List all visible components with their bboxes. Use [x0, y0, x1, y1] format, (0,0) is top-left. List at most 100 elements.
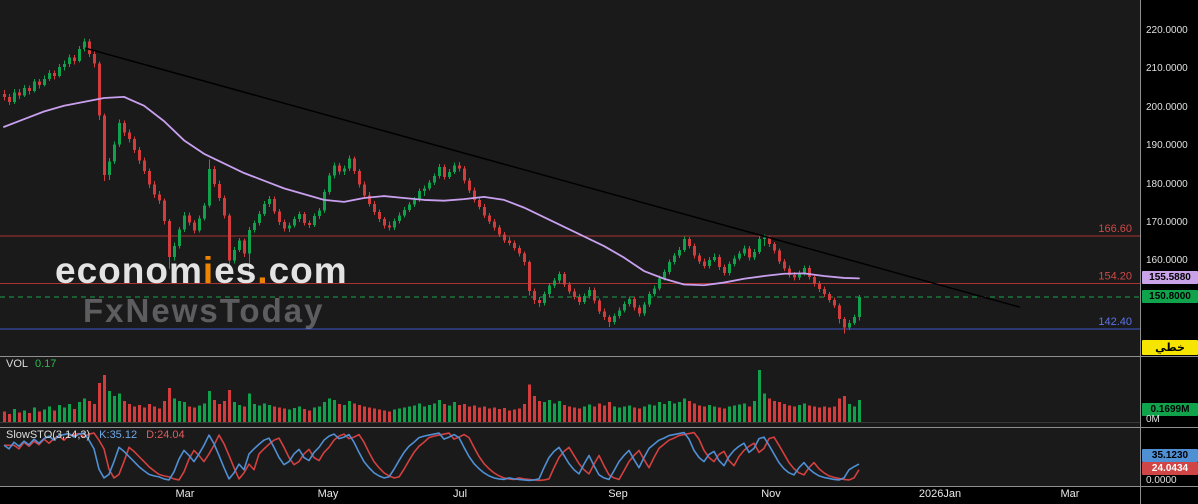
- volume-bar: [93, 403, 96, 422]
- candle-body: [843, 319, 846, 328]
- candle-body: [48, 73, 51, 79]
- moving-average-line[interactable]: [3, 95, 860, 287]
- volume-bar: [578, 408, 581, 422]
- trendline[interactable]: [84, 47, 1021, 308]
- volume-bar: [568, 406, 571, 422]
- volume-bar: [198, 405, 201, 422]
- volume-bar: [838, 398, 841, 422]
- candle-body: [448, 171, 451, 177]
- volume-bar: [238, 404, 241, 422]
- volume-bar: [588, 404, 591, 422]
- candle-body: [483, 206, 486, 216]
- volume-bar: [828, 407, 831, 422]
- volume-bar: [713, 406, 716, 422]
- volume-bar: [58, 404, 61, 422]
- volume-bar: [153, 406, 156, 422]
- volume-bar: [748, 406, 751, 422]
- candle-body: [288, 225, 291, 229]
- volume-bar: [718, 407, 721, 422]
- candle-body: [133, 139, 136, 150]
- panel-separator[interactable]: [0, 427, 1198, 428]
- candle-body: [208, 169, 211, 206]
- candle-body: [673, 255, 676, 263]
- time-axis-label: 2026Jan: [918, 488, 962, 500]
- volume-bar: [728, 406, 731, 422]
- price-scale-label: 160.0000: [1146, 255, 1188, 267]
- volume-bar: [23, 410, 26, 422]
- candle-body: [203, 205, 206, 219]
- volume-bar: [538, 401, 541, 422]
- candle-body: [38, 81, 41, 85]
- candle-body: [108, 161, 111, 175]
- volume-bar: [313, 407, 316, 422]
- candle-body: [93, 53, 96, 64]
- volume-bar: [858, 400, 861, 422]
- candle-body: [573, 291, 576, 297]
- stochastic-chart-canvas[interactable]: [0, 427, 1140, 486]
- volume-bar: [543, 402, 546, 422]
- chart-type-badge[interactable]: خطي: [1142, 340, 1198, 355]
- candle-body: [518, 247, 521, 254]
- candle-body: [443, 166, 446, 177]
- candle-body: [388, 225, 391, 228]
- candle-body: [858, 296, 861, 318]
- candle-body: [463, 168, 466, 181]
- stoch-d-line: [4, 431, 860, 482]
- candle-body: [173, 246, 176, 257]
- volume-bar: [218, 403, 221, 422]
- candle-body: [73, 57, 76, 62]
- volume-bar: [798, 404, 801, 422]
- candle-body: [318, 210, 321, 217]
- volume-bar: [743, 403, 746, 422]
- panel-separator[interactable]: [0, 356, 1198, 357]
- candle-body: [813, 276, 816, 284]
- volume-bar: [328, 398, 331, 422]
- candle-body: [308, 222, 311, 225]
- volume-bar: [688, 401, 691, 422]
- candle-body: [348, 158, 351, 169]
- candle-body: [773, 244, 776, 251]
- candle-body: [558, 274, 561, 281]
- volume-bar: [628, 405, 631, 422]
- candle-body: [408, 204, 411, 210]
- candle-body: [543, 294, 546, 303]
- volume-value: 0.17: [35, 358, 57, 370]
- price-chart-canvas[interactable]: 166.60 154.20 142.40: [0, 0, 1140, 356]
- price-axis[interactable]: 220.0000 210.0000 200.0000 190.0000 180.0000…: [1140, 0, 1198, 504]
- volume-chart-canvas[interactable]: [0, 356, 1140, 427]
- volume-indicator-label: VOL 0.17: [6, 358, 56, 370]
- time-axis[interactable]: Mar May Jul Sep Nov 2026Jan Mar: [0, 487, 1198, 504]
- volume-bar: [413, 405, 416, 422]
- stochastic-k-value: K:35.12: [99, 429, 138, 441]
- volume-bar: [483, 406, 486, 422]
- volume-bar: [133, 406, 136, 422]
- candle-body: [328, 175, 331, 193]
- volume-bar: [228, 389, 231, 422]
- volume-bar: [63, 407, 66, 422]
- volume-bar: [673, 403, 676, 422]
- candle-body: [218, 183, 221, 198]
- volume-bar: [188, 406, 191, 422]
- candle-body: [678, 249, 681, 256]
- time-axis-label: Nov: [761, 488, 781, 500]
- candle-body: [373, 203, 376, 213]
- volume-bar: [278, 407, 281, 422]
- candle-body: [163, 200, 166, 222]
- candle-body: [648, 294, 651, 305]
- candle-body: [178, 229, 181, 247]
- volume-value-badge: 0.1699M: [1142, 403, 1198, 416]
- volume-bar: [293, 407, 296, 422]
- volume-bar: [68, 403, 71, 422]
- volume-bar: [108, 390, 111, 422]
- candle-body: [143, 160, 146, 172]
- volume-bar: [253, 403, 256, 422]
- candle-body: [748, 248, 751, 258]
- volume-bar: [193, 407, 196, 422]
- candle-body: [688, 239, 691, 247]
- candle-body: [98, 63, 101, 116]
- candle-body: [198, 218, 201, 231]
- volume-bar: [678, 402, 681, 422]
- volume-bar: [773, 401, 776, 422]
- volume-bar: [783, 403, 786, 422]
- candle-body: [733, 258, 736, 265]
